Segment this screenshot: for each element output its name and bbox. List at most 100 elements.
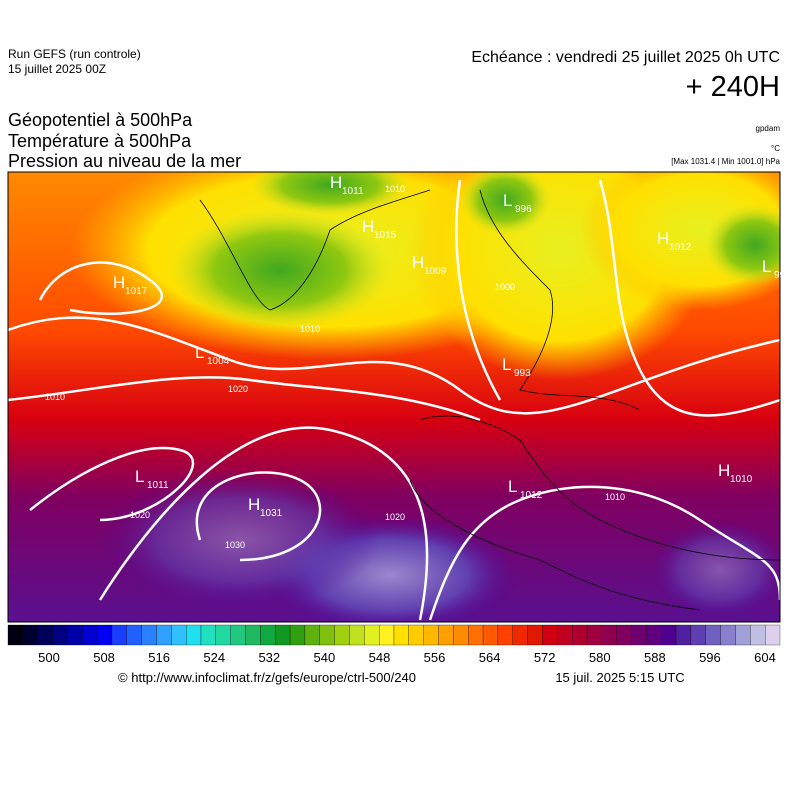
color-swatch — [349, 624, 365, 646]
center-value: 1010 — [730, 474, 753, 485]
color-swatch — [334, 624, 350, 646]
pressure-center: L 1004 — [195, 343, 230, 367]
pressure-center: H 1031 — [248, 495, 283, 519]
pressure-center: H 1009 — [412, 253, 447, 277]
color-swatch — [572, 624, 588, 646]
color-swatch — [37, 624, 53, 646]
pressure-center: H 1011 — [330, 173, 364, 197]
color-swatch — [705, 624, 721, 646]
colorbar-tick-label: 516 — [148, 650, 170, 665]
color-swatch — [438, 624, 454, 646]
pressure-center: L 993 — [502, 355, 531, 379]
isobar-label: 1010 — [605, 492, 625, 502]
center-value: 1004 — [207, 356, 230, 367]
color-swatch — [557, 624, 573, 646]
isobar-label: 1030 — [225, 540, 245, 550]
title: Température à 500hPa — [8, 131, 192, 151]
center-type: H — [657, 229, 669, 248]
color-swatch — [275, 624, 291, 646]
color-swatch — [186, 624, 202, 646]
isobar-label: 1020 — [385, 512, 405, 522]
colorbar-tick-label: 564 — [479, 650, 501, 665]
color-swatch — [616, 624, 632, 646]
colorbar-tick-label: 580 — [589, 650, 611, 665]
color-swatch — [52, 624, 68, 646]
color-swatch — [750, 624, 766, 646]
center-value: 1011 — [147, 480, 169, 491]
unit: gpdam — [756, 124, 781, 133]
color-swatch — [200, 624, 216, 646]
pressure-center: L 1011 — [135, 467, 169, 491]
pressure-center: L 1012 — [508, 477, 543, 501]
color-swatch — [379, 624, 395, 646]
isobar-label: 1010 — [45, 392, 65, 402]
colorbar-tick-label: 588 — [644, 650, 666, 665]
center-type: L — [508, 477, 517, 496]
color-swatch — [453, 624, 469, 646]
center-type: H — [330, 173, 342, 192]
color-swatch — [497, 624, 513, 646]
color-swatch — [171, 624, 187, 646]
color-swatch — [289, 624, 306, 646]
color-swatch — [661, 624, 677, 646]
center-type: H — [718, 461, 730, 480]
run-label: Run GEFS (run controle) — [8, 47, 141, 61]
colorbar-tick-label: 540 — [314, 650, 336, 665]
color-swatch — [646, 624, 662, 646]
pressure-center: L 99 — [762, 257, 786, 281]
map — [8, 172, 780, 622]
color-swatch — [468, 624, 484, 646]
colorbar-tick-label: 548 — [369, 650, 391, 665]
lead-time: + 240H — [686, 71, 780, 103]
color-swatch — [7, 624, 23, 646]
color-swatch — [215, 624, 231, 646]
center-value: 993 — [514, 368, 531, 379]
color-swatch — [364, 624, 380, 646]
source-url: © http://www.infoclimat.fr/z/gefs/europe… — [118, 670, 416, 685]
color-swatch — [631, 624, 647, 646]
center-type: L — [503, 191, 512, 210]
color-swatch — [141, 624, 157, 646]
color-swatch — [111, 624, 127, 646]
colorbar-tick-label: 556 — [424, 650, 446, 665]
center-value: 1017 — [125, 286, 148, 297]
center-type: L — [135, 467, 144, 486]
color-swatch — [512, 624, 528, 646]
color-swatch — [67, 624, 83, 646]
center-value: 1012 — [520, 490, 543, 501]
color-swatch — [96, 624, 113, 646]
color-swatch — [230, 624, 246, 646]
colorbar-tick-label: 532 — [258, 650, 280, 665]
color-swatch — [423, 624, 439, 646]
isobar-label: 1010 — [385, 184, 405, 194]
color-swatch — [720, 624, 736, 646]
color-swatch — [675, 624, 692, 646]
center-type: L — [762, 257, 771, 276]
color-swatch — [408, 624, 424, 646]
center-value: 1031 — [260, 508, 283, 519]
title: Géopotentiel à 500hPa — [8, 110, 193, 130]
color-swatch — [260, 624, 276, 646]
color-swatch — [690, 624, 706, 646]
unit: °C — [771, 144, 780, 153]
unit: [Max 1031.4 | Min 1001.0] hPa — [671, 157, 780, 166]
center-type: H — [113, 273, 125, 292]
colorbar-tick-label: 524 — [203, 650, 225, 665]
center-value: 1011 — [342, 186, 364, 197]
color-swatch — [245, 624, 261, 646]
center-type: L — [195, 343, 204, 362]
center-type: H — [248, 495, 260, 514]
color-swatch — [482, 624, 499, 646]
colorbar-tick-label: 604 — [754, 650, 776, 665]
run-date: 15 juillet 2025 00Z — [8, 62, 106, 76]
issue-time: 15 juil. 2025 5:15 UTC — [555, 670, 684, 685]
color-swatch — [22, 624, 38, 646]
title: Pression au niveau de la mer — [8, 151, 241, 171]
colorbar-tick-label: 572 — [534, 650, 556, 665]
pressure-center: H 1015 — [362, 217, 397, 241]
color-swatch — [735, 624, 751, 646]
isobar-label: 1000 — [495, 282, 515, 292]
color-swatch — [319, 624, 335, 646]
color-swatch — [527, 624, 543, 646]
